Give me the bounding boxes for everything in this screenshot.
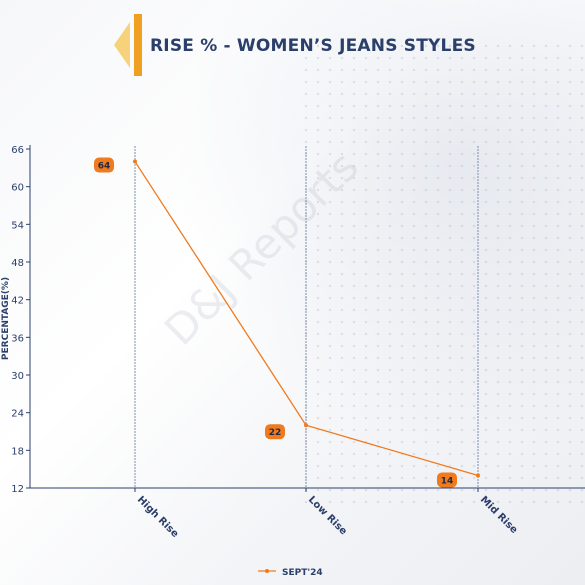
data-label-badge (94, 157, 114, 173)
data-label-badge (437, 472, 457, 488)
legend-label: SEPT'24 (282, 568, 323, 578)
data-label: 64 (98, 162, 111, 172)
data-point (133, 159, 137, 164)
header: RISE % - WOMEN’S JEANS STYLES (0, 0, 585, 95)
y-tick-label: 66 (11, 145, 24, 156)
y-tick-label: 12 (11, 484, 24, 495)
y-tick-label: 24 (11, 409, 24, 420)
y-tick-label: 54 (11, 220, 24, 231)
y-tick-label: 36 (11, 333, 24, 344)
y-axis-label: PERCENTAGE(%) (1, 277, 11, 360)
brand-logo-icon (114, 14, 142, 76)
chart-title: RISE % - WOMEN’S JEANS STYLES (150, 36, 476, 56)
data-label: 14 (441, 476, 454, 486)
data-point (304, 423, 308, 428)
y-tick-label: 42 (11, 296, 24, 307)
x-tick-label: High Rise (135, 494, 181, 540)
legend-marker (265, 569, 269, 573)
x-tick-label: Low Rise (306, 494, 349, 537)
y-tick-label: 60 (11, 183, 24, 194)
y-tick-label: 48 (11, 258, 24, 269)
x-tick-label: Mid Rise (478, 494, 520, 536)
background-dot-pattern (300, 40, 585, 510)
y-tick-label: 30 (11, 371, 24, 382)
data-label-badge (265, 424, 285, 440)
data-label: 22 (269, 428, 282, 438)
data-point (476, 473, 480, 478)
y-tick-label: 18 (11, 446, 24, 457)
